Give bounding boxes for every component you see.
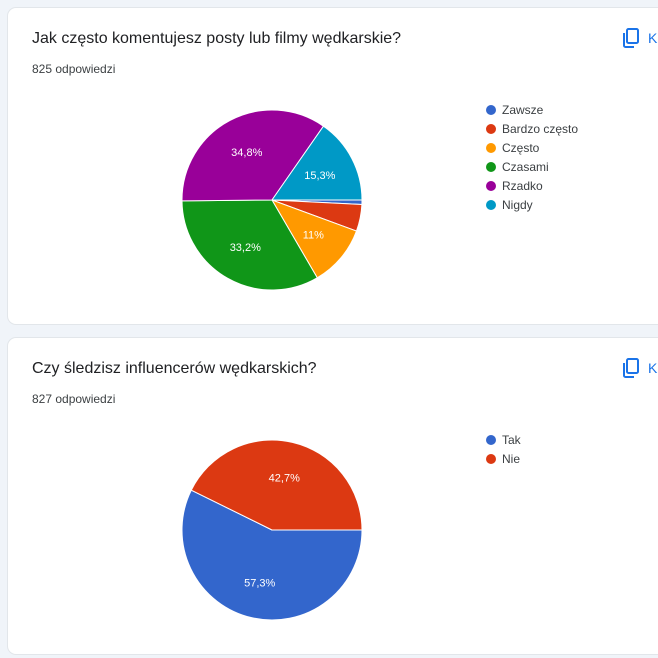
slice-value-label: 57,3% (244, 578, 275, 590)
slice-value-label: 34,8% (231, 147, 262, 159)
legend-label: Zawsze (502, 102, 544, 117)
pie-chart: 11% 33,2% 34,8% 15,3% (181, 109, 363, 291)
pie-slice-nie[interactable] (190, 439, 363, 531)
question-title: Jak często komentujesz posty lub filmy w… (32, 30, 402, 47)
legend-item[interactable]: Często (486, 138, 578, 157)
copy-chart-button[interactable]: Kopiuj (622, 358, 658, 378)
legend-label: Rzadko (502, 178, 543, 193)
pie-slice-tak[interactable] (181, 489, 363, 621)
copy-chart-button[interactable]: Kopiuj (622, 28, 658, 48)
response-count: 825 odpowiedzi (32, 62, 116, 76)
legend-label: Tak (502, 432, 521, 447)
legend-label: Często (502, 140, 540, 155)
legend-label: Nigdy (502, 197, 533, 212)
legend-swatch (486, 104, 496, 115)
legend-label: Czasami (502, 159, 549, 174)
legend-swatch (486, 199, 496, 210)
legend-label: Bardzo często (502, 121, 579, 136)
question-title: Czy śledzisz influencerów wędkarskich? (32, 360, 317, 377)
copy-label: Kopiuj (648, 360, 658, 376)
question-card: Czy śledzisz influencerów wędkarskich? 8… (8, 338, 658, 654)
copy-icon (622, 28, 640, 48)
legend-swatch (486, 142, 496, 153)
legend-label: Nie (502, 451, 521, 466)
slice-value-label: 15,3% (304, 170, 335, 182)
legend-swatch (486, 161, 496, 172)
copy-icon (622, 358, 640, 378)
legend-swatch (486, 434, 496, 445)
chart-legend: Zawsze Bardzo często Często Czasami Rzadko Ni… (486, 100, 578, 214)
legend-swatch (486, 123, 496, 134)
legend-item[interactable]: Bardzo często (486, 119, 578, 138)
pie-slice-rzadko[interactable] (181, 109, 325, 202)
pie-chart: 57,3% 42,7% (181, 439, 363, 621)
pie-slice-nigdy[interactable] (271, 125, 363, 201)
legend-item[interactable]: Rzadko (486, 176, 578, 195)
legend-item[interactable]: Czasami (486, 157, 578, 176)
legend-item[interactable]: Nigdy (486, 195, 578, 214)
slice-value-label: 11% (303, 230, 324, 242)
legend-swatch (486, 180, 496, 191)
response-count: 827 odpowiedzi (32, 392, 116, 406)
legend-item[interactable]: Zawsze (486, 100, 578, 119)
legend-swatch (486, 453, 496, 464)
slice-value-label: 33,2% (230, 242, 261, 254)
copy-label: Kopiuj (648, 30, 658, 46)
chart-legend: Tak Nie (486, 430, 521, 468)
legend-item[interactable]: Tak (486, 430, 521, 449)
pie-slice-czasami[interactable] (181, 199, 318, 291)
slice-value-label: 42,7% (269, 472, 300, 484)
legend-item[interactable]: Nie (486, 449, 521, 468)
